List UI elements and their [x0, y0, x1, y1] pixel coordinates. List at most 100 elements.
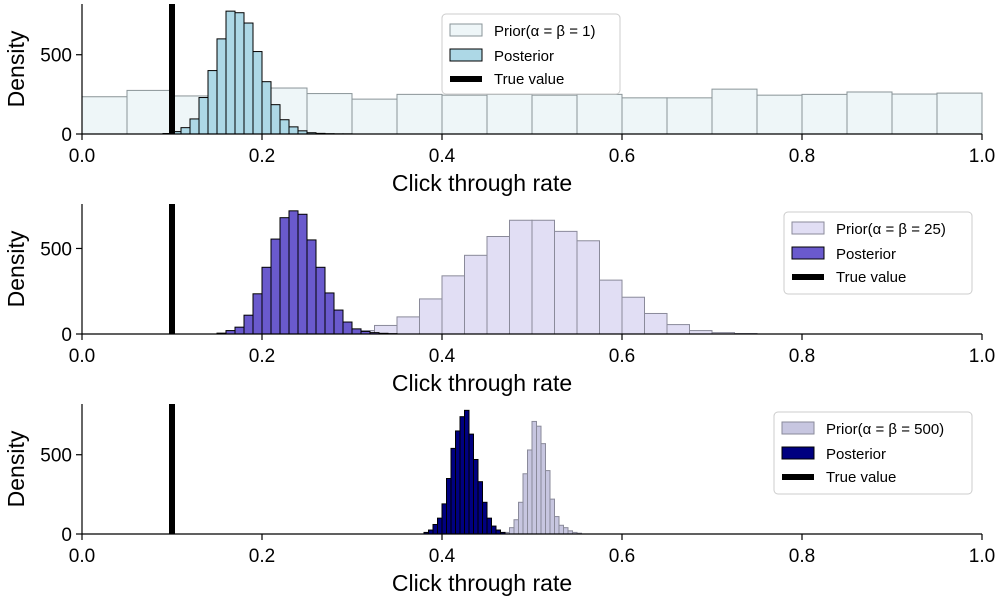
prior-bar	[757, 95, 802, 134]
prior-bar	[802, 94, 847, 134]
prior-bar	[667, 98, 712, 134]
x-tick-label: 0.6	[609, 146, 635, 167]
posterior-bar	[487, 518, 492, 534]
posterior-bar	[433, 524, 438, 534]
x-tick-label: 0.2	[249, 546, 275, 567]
posterior-bar	[343, 322, 352, 334]
posterior-bar	[456, 431, 461, 534]
posterior-bar	[253, 294, 262, 334]
legend-posterior-swatch	[450, 49, 482, 61]
x-tick-label: 0.2	[249, 346, 275, 367]
posterior-bar	[181, 128, 190, 134]
prior-bar	[532, 95, 577, 134]
prior-bar	[555, 231, 578, 334]
y-axis-label: Density	[3, 430, 29, 507]
x-tick-label: 1.0	[969, 146, 995, 167]
prior-bar	[712, 89, 757, 134]
x-axis-label: Click through rate	[392, 570, 572, 596]
prior-bar	[546, 471, 551, 534]
legend-prior-swatch	[792, 222, 824, 234]
posterior-bar	[492, 526, 497, 534]
posterior-bar	[316, 267, 325, 334]
x-tick-label: 0.2	[249, 146, 275, 167]
y-tick-label: 500	[40, 446, 72, 467]
posterior-bar	[451, 448, 456, 534]
x-tick-label: 0.8	[789, 346, 815, 367]
posterior-bar	[465, 410, 470, 534]
posterior-bar	[280, 218, 289, 334]
x-axis-label: Click through rate	[392, 370, 572, 396]
legend-posterior-swatch	[792, 247, 824, 259]
posterior-bar	[235, 13, 244, 134]
posterior-series	[424, 410, 505, 534]
prior-bar	[541, 444, 546, 534]
prior-bar	[892, 94, 937, 134]
prior-bar	[564, 528, 569, 534]
x-tick-label: 0.0	[69, 346, 95, 367]
prior-bar	[127, 90, 172, 134]
prior-bar	[559, 525, 564, 534]
y-axis-label: Density	[3, 230, 29, 307]
posterior-bar	[334, 310, 343, 334]
posterior-bar	[442, 504, 447, 534]
x-axis-label: Click through rate	[392, 170, 572, 196]
legend-truth-label: True value	[836, 269, 906, 286]
legend-prior-swatch	[450, 24, 482, 36]
legend-posterior-label: Posterior	[494, 48, 554, 65]
posterior-bar	[289, 211, 298, 334]
prior-bar	[307, 94, 352, 134]
x-tick-label: 0.6	[609, 346, 635, 367]
posterior-bar	[298, 214, 307, 334]
prior-bar	[555, 517, 560, 534]
prior-bar	[577, 94, 622, 134]
prior-bar	[523, 474, 528, 534]
prior-bar	[82, 97, 127, 134]
posterior-bar	[244, 315, 253, 334]
prior-bar	[442, 95, 487, 134]
prior-bar	[420, 299, 443, 334]
posterior-bar	[478, 482, 483, 534]
prior-bar	[532, 421, 537, 534]
prior-bar	[519, 502, 524, 534]
legend-prior-label: Prior(α = β = 25)	[836, 221, 946, 238]
prior-bar	[550, 499, 555, 534]
posterior-bar	[447, 479, 452, 534]
posterior-bar	[199, 98, 208, 134]
posterior-bar	[469, 434, 474, 534]
y-axis-label: Density	[3, 30, 29, 107]
prior-bar	[667, 325, 690, 334]
prior-bar	[847, 92, 892, 134]
prior-bar	[622, 297, 645, 334]
posterior-bar	[217, 39, 226, 134]
prior-bar	[352, 99, 397, 134]
posterior-bar	[352, 329, 361, 334]
prior-bar	[600, 280, 623, 334]
legend-posterior-swatch	[782, 447, 814, 459]
legend-truth-label: True value	[826, 469, 896, 486]
posterior-bar	[226, 11, 235, 134]
legend-prior-label: Prior(α = β = 500)	[826, 421, 944, 438]
posterior-bar	[253, 52, 262, 134]
x-tick-label: 0.0	[69, 546, 95, 567]
posterior-bar	[289, 127, 298, 134]
posterior-bar	[262, 267, 271, 334]
prior-series	[352, 220, 757, 334]
prior-bar	[487, 237, 510, 335]
posterior-bar	[208, 71, 217, 134]
posterior-bar	[244, 23, 253, 134]
posterior-bar	[325, 293, 334, 334]
posterior-bar	[474, 459, 479, 534]
prior-bar	[514, 520, 519, 534]
x-tick-label: 0.8	[789, 546, 815, 567]
x-tick-label: 0.8	[789, 146, 815, 167]
x-tick-label: 0.4	[429, 346, 456, 367]
x-tick-label: 0.4	[429, 146, 456, 167]
prior-series	[505, 421, 582, 534]
prior-bar	[622, 98, 667, 134]
prior-bar	[645, 313, 668, 334]
posterior-bar	[190, 119, 199, 134]
